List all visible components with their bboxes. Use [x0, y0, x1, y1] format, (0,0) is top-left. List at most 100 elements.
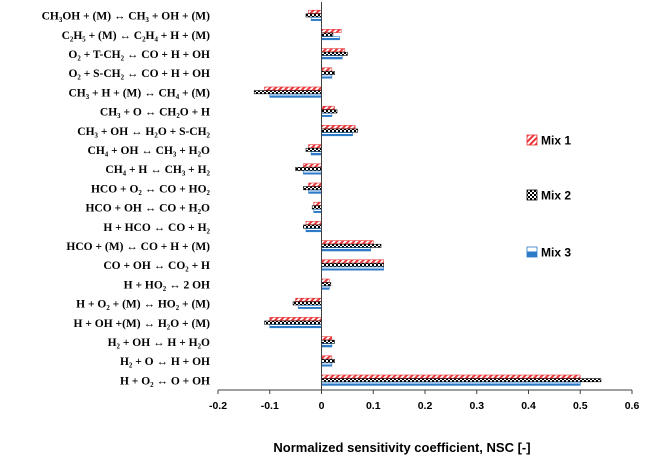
x-tick-label-7: 0.4	[521, 400, 536, 412]
bar-mix-1-16	[295, 297, 322, 302]
bar-mix-1-20	[321, 374, 581, 379]
reaction-label-2: C₂H₅ + (M) ↔ C₂H₄ + H + (M)	[62, 30, 211, 42]
bar-mix-2-12	[303, 224, 322, 229]
legend-swatch-2	[526, 189, 538, 201]
bar-mix-3-11	[313, 209, 322, 213]
reaction-label-10: HCO + O₂ ↔ CO + HO₂	[91, 183, 211, 195]
bar-mix-3-4	[321, 74, 333, 79]
legend-label-1: Mix 1	[541, 134, 571, 148]
reaction-label-18: H₂ + OH ↔ H + H₂O	[108, 337, 210, 349]
bar-mix-1-7	[321, 125, 356, 129]
reaction-label-1: CH₃OH + (M) ↔ CH₃ + OH + (M)	[42, 11, 211, 23]
bar-mix-1-11	[313, 201, 322, 206]
bar-mix-1-18	[321, 336, 333, 341]
reaction-label-8: CH₄ + OH ↔ CH₃ + H₂O	[88, 145, 211, 157]
bar-mix-1-2	[321, 29, 342, 33]
plot-area	[253, 2, 602, 390]
legend-swatch-1	[526, 134, 538, 146]
bar-mix-2-10	[303, 186, 322, 191]
reaction-label-19: H₂ + O ↔ H + OH	[120, 356, 210, 368]
x-tick-label-6: 0.3	[469, 400, 484, 412]
reaction-label-3: O₂ + T-CH₂ ↔ CO + H + OH	[68, 49, 210, 61]
bar-mix-2-8	[305, 147, 322, 152]
reaction-label-20: H + O₂ ↔ O + OH	[120, 375, 210, 387]
x-axis-title: Normalized sensitivity coefficient, NSC …	[273, 440, 530, 455]
bar-mix-2-11	[311, 205, 322, 210]
bar-mix-2-19	[321, 359, 335, 363]
reaction-label-15: H + HO₂ ↔ 2 OH	[124, 279, 210, 291]
bar-mix-2-15	[321, 282, 332, 287]
bar-mix-1-19	[321, 355, 333, 360]
bar-mix-3-6	[321, 113, 333, 117]
x-tick-label-3: 0	[319, 400, 325, 412]
bar-mix-1-12	[305, 221, 322, 225]
bar-mix-2-5	[253, 90, 322, 95]
bar-mix-1-14	[321, 259, 384, 264]
bar-mix-3-18	[321, 343, 333, 348]
legend-swatch-3	[526, 246, 538, 258]
bar-mix-1-5	[264, 86, 322, 91]
bar-mix-2-2	[321, 32, 334, 37]
bar-mix-3-9	[303, 170, 322, 175]
bar-mix-1-9	[303, 163, 322, 168]
bar-mix-3-17	[269, 324, 322, 329]
reaction-labels: CH₃OH + (M) ↔ CH₃ + OH + (M) C₂H₅ + (M) ↔…	[42, 11, 211, 388]
bar-mix-2-14	[321, 263, 384, 267]
bar-mix-1-10	[308, 182, 322, 187]
bar-mix-2-17	[264, 320, 322, 325]
reaction-label-5: CH₃ + H + (M) ↔ CH₄ + (M)	[68, 87, 210, 99]
legend-label-2: Mix 2	[541, 189, 571, 203]
bar-mix-2-9	[295, 167, 322, 171]
bar-mix-2-6	[321, 109, 338, 114]
x-axis: -0.2 -0.1 0 0.1 0.2 0.3 0.4 0.5 0.6	[209, 389, 640, 412]
bar-mix-2-1	[305, 13, 322, 18]
bar-mix-1-3	[321, 48, 346, 53]
x-tick-label-4: 0.1	[366, 400, 381, 412]
x-tick-label-2: -0.1	[261, 400, 279, 412]
bar-mix-3-12	[305, 228, 322, 233]
bar-mix-3-7	[321, 132, 353, 137]
bar-mix-3-14	[321, 266, 384, 271]
bar-mix-3-10	[308, 189, 322, 194]
x-tick-label-8: 0.5	[573, 400, 588, 412]
bar-mix-1-13	[321, 240, 374, 245]
bar-mix-2-18	[321, 339, 335, 344]
bar-mix-2-7	[321, 128, 359, 133]
bar-mix-3-1	[310, 17, 322, 21]
bar-mix-3-19	[321, 362, 333, 367]
x-tick-label-5: 0.2	[418, 400, 433, 412]
reaction-label-12: H + HCO ↔ CO + H₂	[103, 222, 210, 234]
bar-mix-3-2	[321, 36, 340, 41]
reaction-label-11: HCO + OH ↔ CO + H₂O	[85, 203, 210, 215]
bar-mix-3-3	[321, 55, 343, 60]
reaction-label-7: CH₃ + OH ↔ H₂O + S-CH₂	[77, 126, 210, 138]
bar-mix-2-16	[292, 301, 322, 306]
bar-mix-3-5	[269, 93, 322, 98]
bar-mix-2-13	[321, 243, 382, 248]
x-tick-label-9: 0.6	[625, 400, 640, 412]
x-tick-label-1: -0.2	[209, 400, 227, 412]
bar-mix-2-4	[321, 71, 335, 75]
reaction-label-14: CO + OH ↔ CO₂ + H	[103, 260, 210, 272]
reaction-label-16: H + O₂ + (M) ↔ HO₂ + (M)	[76, 299, 210, 311]
reaction-label-13: HCO + (M) ↔ CO + H + (M)	[66, 241, 210, 253]
bar-mix-1-4	[321, 67, 333, 72]
bar-mix-1-1	[308, 9, 322, 14]
bar-mix-3-15	[321, 285, 330, 290]
reaction-label-9: CH₄ + H ↔ CH₃ + H₂	[105, 164, 210, 176]
legend-label-3: Mix 3	[541, 246, 571, 260]
reaction-label-4: O₂ + S-CH₂ ↔ CO + H + OH	[68, 68, 210, 80]
bar-mix-1-15	[321, 278, 330, 283]
bar-mix-3-20	[321, 381, 581, 386]
bar-mix-3-8	[310, 151, 322, 156]
bar-mix-2-3	[321, 51, 348, 56]
bar-mix-1-6	[321, 105, 335, 110]
bar-mix-3-13	[321, 247, 371, 252]
bar-mix-2-20	[321, 378, 602, 383]
bar-mix-1-8	[308, 144, 322, 149]
reaction-label-17: H + OH +(M) ↔ H₂O + (M)	[74, 318, 211, 330]
reaction-label-6: CH₃ + O ↔ CH₂O + H	[100, 107, 210, 119]
legend: Mix 1 Mix 2 Mix 3	[526, 134, 571, 260]
